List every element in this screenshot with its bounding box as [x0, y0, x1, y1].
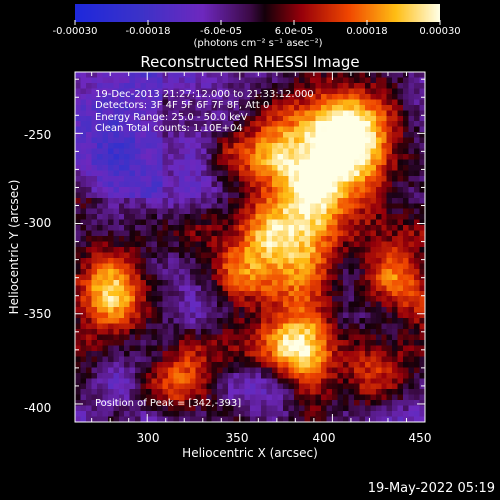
annotation-energy-range: Energy Range: 25.0 - 50.0 keV	[95, 112, 248, 123]
annotation-clean-counts: Clean Total counts: 1.10E+04	[95, 123, 243, 134]
colorbar-tick-label: 0.00018	[346, 26, 388, 37]
footer-timestamp: 19-May-2022 05:19	[367, 481, 495, 496]
image-canvas	[75, 72, 425, 422]
rhessi-image-map	[75, 72, 425, 422]
y-tick-label: -400	[24, 401, 52, 415]
colorbar-tick-label: 0.00030	[419, 26, 461, 37]
colorbar-tick-label: 6.0e-05	[274, 26, 314, 37]
colorbar-tick-label: -0.00018	[125, 26, 171, 37]
colorbar	[75, 4, 440, 22]
x-tick-label: 300	[136, 431, 160, 445]
colorbar-ticks	[74, 20, 441, 25]
y-tick-label: -300	[24, 216, 52, 230]
colorbar-tick-label: -0.00030	[52, 26, 98, 37]
y-axis-label: Heliocentric Y (arcsec)	[7, 179, 21, 315]
annotation-peak-position: Position of Peak = [342,-393]	[95, 398, 242, 409]
y-tick-label: -350	[24, 307, 52, 321]
x-axis-label: Heliocentric X (arcsec)	[182, 446, 318, 460]
x-tick-label: 350	[225, 431, 249, 445]
image-title: Reconstructed RHESSI Image	[140, 53, 360, 71]
annotation-detectors: Detectors: 3F 4F 5F 6F 7F 8F, Att 0	[95, 100, 270, 111]
annotation-time-range: 19-Dec-2013 21:27:12.000 to 21:33:12.000	[95, 89, 314, 100]
colorbar-unit-label: (photons cm⁻² s⁻¹ asec⁻²)	[193, 38, 323, 49]
x-tick-label: 400	[312, 431, 336, 445]
y-tick-label: -250	[24, 128, 52, 142]
x-tick-label: 450	[408, 431, 432, 445]
colorbar-tick-label: -6.0e-05	[200, 26, 242, 37]
